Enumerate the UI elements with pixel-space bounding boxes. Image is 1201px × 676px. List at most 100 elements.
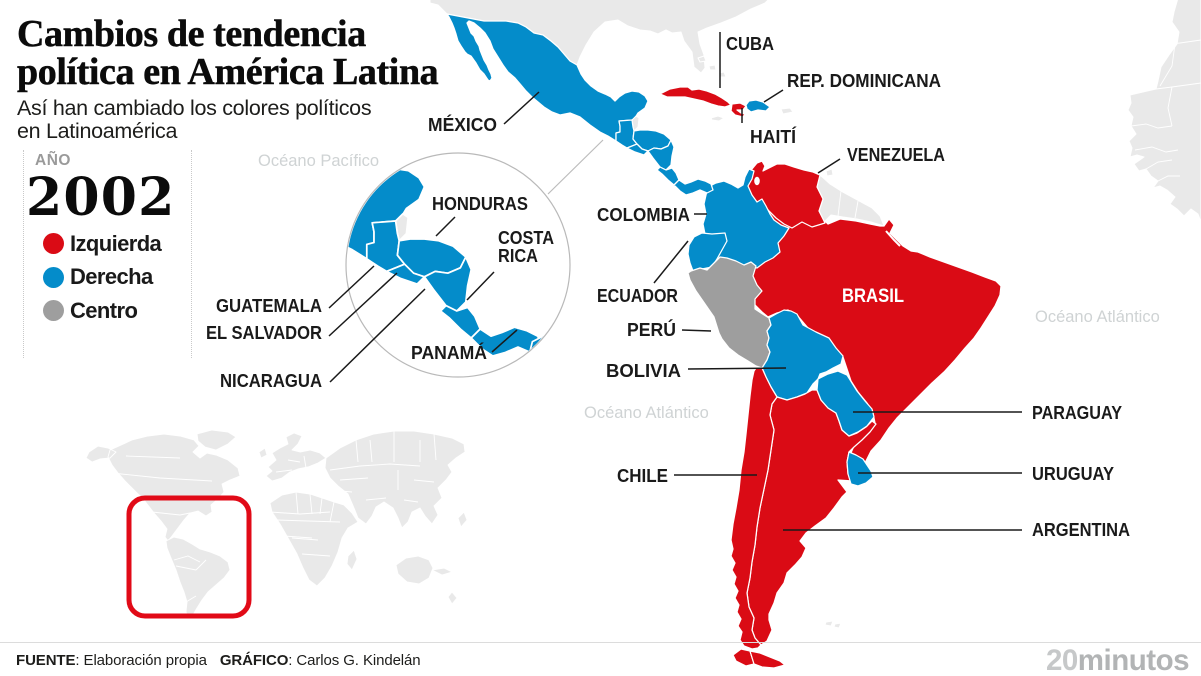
year-value: 2002: [26, 167, 176, 228]
africa-border-2: [1159, 39, 1201, 46]
label-paraguay: PARAGUAY: [1032, 403, 1122, 423]
label-brasil: BRASIL: [842, 286, 904, 307]
ocean-atlantic-south: Océano Atlántico: [584, 404, 709, 422]
cuba-shape: [659, 86, 732, 108]
south-america: [687, 160, 1002, 669]
label-colombia: COLOMBIA: [597, 205, 690, 225]
inset-border-2: [151, 511, 191, 516]
centro-dot: [43, 300, 64, 322]
inset-border-9: [329, 463, 421, 471]
legend: Izquierda Derecha Centro: [43, 227, 162, 328]
rep-dominicana-shape: [745, 99, 771, 113]
inset-border-4: [185, 595, 197, 603]
label-rica: RICA: [498, 246, 538, 266]
label-peru: PERÚ: [627, 319, 676, 340]
year-label: AÑO: [35, 152, 71, 169]
footer-credits: FUENTE: Elaboración propia GRÁFICO: Carlo…: [16, 652, 421, 669]
inset-greenland: [196, 429, 237, 451]
year-panel: AÑO 2002 Izquierda Derecha Centro: [23, 150, 192, 358]
falklands-shape: [824, 620, 842, 629]
africa-border-6: [1145, 159, 1173, 170]
jamaica-shape: [710, 115, 725, 122]
label-chile: CHILE: [617, 466, 668, 486]
inset-border-28: [413, 479, 435, 483]
inset-borders: [111, 431, 437, 603]
page-title: Cambios de tendencia política en América…: [17, 13, 497, 93]
inset-border-3: [173, 555, 201, 563]
inset-border-15: [125, 455, 181, 459]
title-line1: Cambios de tendencia: [17, 13, 367, 55]
africa-shape: [1127, 0, 1201, 223]
africa-border-3: [1159, 43, 1176, 87]
brand-20: 20: [1045, 644, 1078, 676]
africa-border-5: [1134, 146, 1179, 153]
label-mexico: MÉXICO: [428, 114, 497, 135]
inset-border-16: [175, 565, 197, 571]
panama-shape: [673, 178, 714, 196]
inset-africa: [269, 491, 359, 587]
label-costa: COSTA: [498, 228, 554, 248]
inset-europe: [258, 432, 327, 482]
subtitle-line1: Así han cambiado los colores políticos: [17, 96, 372, 120]
chile-shape: [730, 367, 778, 650]
inset-border-23: [433, 433, 437, 461]
world-inset: [85, 429, 468, 619]
leader-honduras: [435, 216, 456, 237]
inset-asia: [324, 430, 468, 576]
leader-guatemala: [328, 265, 375, 309]
inset-border-22: [329, 501, 335, 523]
inset-border-20: [301, 553, 331, 557]
inset-highlight-rect: [126, 495, 252, 619]
leader-bolivia: [687, 367, 787, 370]
inset-border-10: [339, 477, 369, 481]
background-lands: [429, 0, 1201, 629]
uruguay-shape: [846, 451, 874, 487]
label-bolivia: BOLIVIA: [606, 361, 681, 381]
leader-panama: [491, 329, 518, 353]
label-uruguay: URUGUAY: [1032, 464, 1114, 484]
lake-maracaibo: [754, 176, 760, 186]
leader-el-salvador: [328, 272, 398, 337]
inset-border-24: [355, 439, 359, 463]
country-labels: MÉXICO CUBA REP. DOMINICANA HAITÍ VENEZU…: [206, 34, 1130, 540]
page-subtitle: Así han cambiado los colores políticos e…: [17, 97, 497, 143]
leader-nicaragua: [329, 288, 426, 383]
footer: FUENTE: Elaboración propia GRÁFICO: Carlo…: [0, 642, 1201, 676]
leader-rep-dominicana: [763, 89, 784, 103]
title-line2: política en América Latina: [17, 51, 439, 93]
ocean-atlantic-north: Océano Atlántico: [1035, 308, 1160, 326]
leader-lines: [328, 32, 1022, 531]
legend-item-centro: Centro: [43, 294, 161, 328]
inset-border-17: [195, 559, 207, 571]
label-guatemala: GUATEMALA: [216, 296, 322, 316]
leader-peru: [681, 329, 712, 332]
label-el-salvador: EL SALVADOR: [206, 323, 322, 343]
guianas-border-1: [837, 190, 842, 217]
magnifier-connector-line: [547, 139, 604, 195]
label-honduras: HONDURAS: [432, 194, 528, 214]
inset-border-29: [403, 499, 419, 503]
guianas-borders: [837, 190, 859, 219]
inset-border-13: [369, 439, 373, 463]
bolivia-shape: [761, 309, 844, 401]
izquierda-dot: [43, 233, 64, 255]
inset-north-america: [85, 433, 241, 542]
africa-border-8: [1167, 86, 1173, 127]
ocean-pacific: Océano Pacífico: [258, 152, 379, 170]
inset-border-27: [365, 497, 387, 501]
inset-border-19: [291, 537, 319, 541]
title-block: Cambios de tendencia política en América…: [17, 15, 497, 143]
puertorico-shape: [780, 107, 794, 115]
credit-value: : Carlos G. Kindelán: [288, 652, 421, 669]
inset-border-26: [329, 489, 353, 493]
subtitle-line2: en Latinoamérica: [17, 119, 178, 143]
label-cuba: CUBA: [726, 34, 774, 54]
leader-mexico: [503, 91, 540, 125]
leader-ecuador: [653, 240, 689, 284]
legend-item-izquierda: Izquierda: [43, 227, 162, 261]
haiti-shape: [730, 102, 747, 118]
source-value: : Elaboración propia: [75, 652, 207, 669]
africa-borders: [1130, 39, 1201, 182]
africa-border-7: [1157, 175, 1180, 182]
ocean-labels: Océano Pacífico Océano Atlántico Océano …: [258, 152, 1160, 422]
